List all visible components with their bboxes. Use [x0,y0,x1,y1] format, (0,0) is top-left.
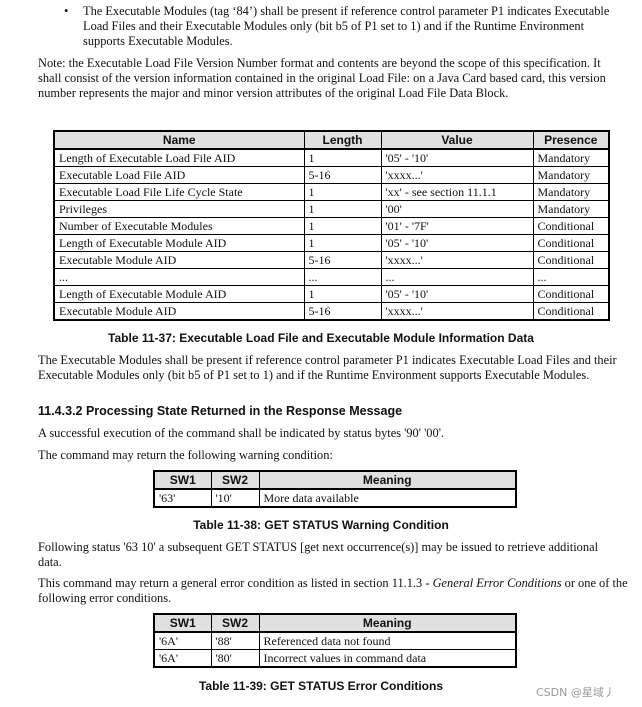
text: This command may return a general error … [38,576,433,590]
table-cell: Executable Load File AID [53,166,305,184]
table-cell: Length of Executable Load File AID [53,148,305,167]
table-cell: 'xxxx...' [380,251,534,269]
bullet-icon: • [64,4,69,18]
table-row: Executable Module AID 5-16'xxxx...' Condit… [53,302,610,321]
table-cell: ... [532,268,610,286]
table-cell: '6A' [153,649,212,668]
table-cell: 'xxxx...' [380,166,534,184]
table-cell: Executable Module AID [53,251,305,269]
table-cell: More data available [258,488,517,508]
table-cell: Mandatory [532,200,610,218]
table-cell: 5-16 [303,251,382,269]
column-header: SW2 [210,470,260,490]
paragraph: The command may return the following war… [38,448,333,462]
paragraph: A successful execution of the command sh… [38,426,445,440]
paragraph: The Executable Modules shall be present … [38,353,617,382]
table-caption: Table 11-37: Executable Load File and Ex… [108,331,534,345]
table-cell: Mandatory [532,166,610,184]
table-cell: Length of Executable Module AID [53,285,305,303]
column-header: Name [53,130,305,150]
column-header: Meaning [258,613,517,633]
table-row: '6A' '80' Incorrect values in command data [153,649,517,668]
table-cell: '05' - '10' [380,285,534,303]
table-cell: Number of Executable Modules [53,217,305,235]
table-row: Number of Executable Modules 1'01' - '7F'… [53,217,610,235]
table-row: '6A' '88' Referenced data not found [153,631,517,650]
table-cell: 1 [303,217,382,235]
note-paragraph: Note: the Executable Load File Version N… [38,56,606,100]
section-reference: General Error Conditions [432,576,562,590]
column-header: SW1 [153,470,212,490]
table-row: Length of Executable Module AID 1'05' - '… [53,234,610,252]
table-row: Length of Executable Load File AID 1'05' … [53,148,610,167]
table-row: Privileges 1'00' Mandatory [53,200,610,218]
table-cell: 'xx' - see section 11.1.1 [380,183,534,201]
paragraph: This command may return a general error … [38,576,628,606]
table-row: Length of Executable Module AID 1'05' - '… [53,285,610,303]
table-cell: '80' [210,649,260,668]
paragraph: Following status '63 10' a subsequent GE… [38,540,599,569]
table-cell: 'xxxx...' [380,302,534,321]
table-cell: ... [303,268,382,286]
table-cell: '05' - '10' [380,148,534,167]
table-cell: Mandatory [532,183,610,201]
table-cell: Length of Executable Module AID [53,234,305,252]
table-caption: Table 11-39: GET STATUS Error Conditions [198,679,444,693]
column-header: Value [380,130,534,150]
table-cell: Executable Load File Life Cycle State [53,183,305,201]
column-header: Presence [532,130,610,150]
table-cell: 1 [303,183,382,201]
column-header: SW2 [210,613,260,633]
table-cell: Mandatory [532,148,610,167]
table-row: Executable Module AID 5-16'xxxx...' Condit… [53,251,610,269]
error-condition-table: SW1 SW2 Meaning '6A' '88' Referenced data not… [153,613,517,668]
table-cell: Conditional [532,285,610,303]
table-cell: '01' - '7F' [380,217,534,235]
table-cell: Conditional [532,251,610,269]
table-cell: '00' [380,200,534,218]
executable-load-file-table: Name Length Value Presence Length of Executa… [53,130,610,321]
table-cell: Conditional [532,302,610,321]
table-cell: Incorrect values in command data [258,649,517,668]
column-header: Length [303,130,382,150]
section-heading: 11.4.3.2 Processing State Returned in th… [38,404,403,418]
table-cell: Referenced data not found [258,631,517,650]
column-header: Meaning [258,470,517,490]
table-cell: 1 [303,234,382,252]
table-caption: Table 11-38: GET STATUS Warning Conditio… [193,518,449,532]
table-cell: Executable Module AID [53,302,305,321]
warning-condition-table: SW1 SW2 Meaning '63' '10' More data available [153,470,517,508]
table-cell: Conditional [532,217,610,235]
bullet-text: The Executable Modules (tag ‘84’) shall … [83,4,610,48]
table-row: ............ [53,268,610,286]
table-cell: ... [53,268,305,286]
table-cell: 5-16 [303,166,382,184]
table-cell: 1 [303,285,382,303]
text: or one of the following error conditions… [38,576,628,605]
table-row: '63' '10' More data available [153,488,517,508]
watermark: CSDN @星域丿 [536,686,615,699]
table-cell: '6A' [153,631,212,650]
table-row: Executable Load File Life Cycle State 1'x… [53,183,610,201]
table-cell: Privileges [53,200,305,218]
table-cell: 1 [303,148,382,167]
table-cell: Conditional [532,234,610,252]
table-cell: '88' [210,631,260,650]
table-cell: '10' [210,488,260,508]
table-cell: 5-16 [303,302,382,321]
table-cell: 1 [303,200,382,218]
column-header: SW1 [153,613,212,633]
table-cell: ... [380,268,534,286]
table-cell: '05' - '10' [380,234,534,252]
table-cell: '63' [153,488,212,508]
table-row: Executable Load File AID 5-16'xxxx...' Man… [53,166,610,184]
